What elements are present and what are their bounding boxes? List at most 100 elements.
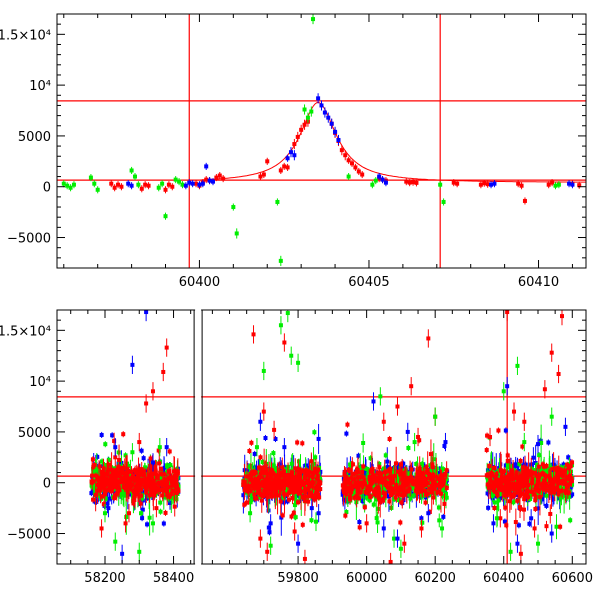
data-point-red	[214, 174, 219, 182]
data-point-red	[300, 467, 305, 474]
data-point-red	[416, 427, 421, 447]
data-point-red	[89, 479, 94, 486]
data-point-red	[519, 490, 524, 497]
data-point-red	[347, 479, 352, 487]
data-point-red	[487, 462, 492, 470]
data-point-red	[420, 475, 425, 498]
data-point-blue	[113, 438, 118, 457]
data-point-green	[492, 499, 497, 506]
data-point-red	[251, 470, 256, 477]
data-point-red	[125, 489, 130, 496]
data-point-blue	[145, 521, 150, 528]
data-point-red	[258, 491, 263, 499]
data-point-red	[410, 480, 415, 487]
data-point-red	[520, 472, 525, 487]
data-point-red	[544, 520, 549, 532]
data-point-red	[117, 487, 122, 494]
data-point-red	[303, 486, 308, 493]
data-point-blue	[263, 434, 268, 442]
data-point-red	[387, 473, 392, 480]
x-tick-label: 60410	[518, 275, 559, 290]
data-point-green	[436, 504, 441, 511]
data-point-green	[365, 475, 370, 482]
data-point-green	[180, 181, 185, 189]
data-point-green	[414, 460, 419, 468]
data-point-green	[293, 514, 298, 521]
data-point-green	[158, 508, 163, 515]
data-point-blue	[268, 514, 273, 533]
data-point-blue	[336, 134, 341, 146]
data-point-blue	[566, 454, 571, 461]
data-point-red	[350, 461, 355, 468]
data-point-red	[521, 464, 526, 471]
data-point-red	[157, 487, 162, 494]
data-point-red	[161, 487, 166, 494]
data-point-red	[100, 468, 105, 475]
data-point-red	[166, 181, 171, 189]
data-point-red	[288, 470, 293, 487]
data-point-red	[160, 492, 165, 499]
data-point-red	[533, 486, 538, 493]
data-point-red	[155, 485, 160, 492]
data-point-blue	[326, 112, 331, 123]
data-point-red	[342, 465, 347, 482]
x-tick-label: 60000	[346, 571, 387, 586]
data-point-red	[444, 461, 449, 480]
data-point-red	[496, 427, 501, 434]
data-point-green	[509, 463, 514, 470]
data-point-red	[482, 179, 487, 187]
data-point-red	[431, 490, 436, 505]
plot-area	[57, 310, 586, 564]
data-point-red	[98, 477, 103, 485]
data-point-green	[150, 514, 155, 533]
data-point-green	[312, 429, 317, 436]
data-point-red	[116, 181, 121, 189]
data-point-green	[522, 432, 527, 452]
data-point-red	[498, 509, 503, 528]
data-point-red	[398, 519, 403, 526]
data-point-red	[163, 186, 168, 194]
data-point-red	[346, 467, 351, 474]
data-point-blue	[164, 438, 169, 457]
data-point-blue	[285, 154, 290, 162]
data-point-red	[253, 495, 258, 502]
data-point-blue	[207, 177, 212, 185]
data-point-red	[426, 329, 431, 348]
x-tick-label: 60405	[348, 275, 389, 290]
data-point-red	[393, 494, 398, 501]
data-point-red	[377, 464, 382, 471]
data-point-red	[93, 478, 98, 512]
data-point-red	[565, 461, 570, 468]
data-point-red	[249, 439, 254, 446]
data-point-red	[147, 487, 152, 503]
data-point-green	[130, 443, 135, 462]
data-point-red	[400, 481, 405, 488]
data-point-red	[95, 474, 100, 481]
data-point-red	[546, 473, 551, 480]
data-point-red	[377, 473, 382, 480]
data-point-blue	[183, 182, 188, 190]
data-point-red	[541, 485, 546, 493]
data-point-red	[383, 474, 388, 481]
data-point-red	[531, 469, 536, 476]
data-point-blue	[252, 450, 257, 457]
data-point-green	[95, 186, 100, 194]
data-point-red	[537, 478, 542, 516]
data-point-red	[488, 427, 493, 447]
data-point-red	[522, 492, 527, 499]
data-point-green	[260, 458, 265, 466]
data-point-green	[289, 346, 294, 365]
data-point-red	[491, 483, 496, 490]
data-point-red	[367, 484, 372, 491]
data-point-red	[577, 181, 582, 189]
data-point-red	[407, 485, 412, 492]
data-point-red	[535, 479, 540, 486]
data-point-green	[293, 494, 298, 501]
data-point-green	[129, 166, 134, 175]
data-point-red	[386, 467, 391, 474]
data-point-red	[289, 513, 294, 520]
data-point-red	[524, 465, 529, 472]
data-point-blue	[273, 435, 278, 443]
data-point-red	[381, 412, 386, 431]
data-point-red	[296, 499, 301, 506]
